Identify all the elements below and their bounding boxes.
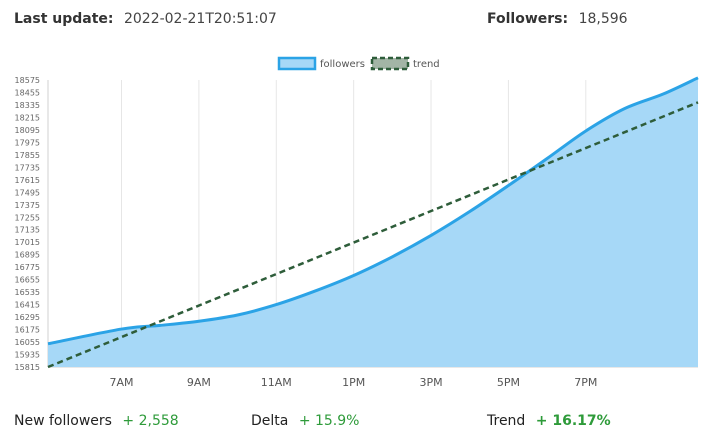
y-tick-label: 18215 [15,113,40,122]
y-tick-label: 17375 [15,201,40,210]
chart-legend[interactable]: followers trend [277,56,440,71]
x-tick-label: 3PM [419,376,442,389]
y-tick-label: 16895 [15,251,40,260]
followers-chart: followers trend 15815 15935 16055 16175 16295… [15,56,699,389]
y-tick-label: 17135 [15,226,40,235]
x-tick-label: 11AM [261,376,292,389]
y-tick-label: 17855 [15,151,40,160]
trend-stat: Trend + 16.17% [487,410,611,432]
y-tick-label: 15815 [15,363,40,372]
new-followers-label: New followers [14,413,112,429]
followers-line [47,76,699,346]
x-tick-label: 5PM [497,376,520,389]
y-tick-label: 16415 [15,301,40,310]
y-tick-label: 16655 [15,276,40,285]
y-tick-label: 16775 [15,263,40,272]
header-bar: Last update: 2022-02-21T20:51:07 Followe… [14,8,695,30]
y-tick-label: 16535 [15,288,40,297]
delta-label: Delta [251,413,289,429]
y-tick-label: 18575 [15,76,40,85]
x-tick-label: 1PM [342,376,365,389]
delta-stat: Delta + 15.9% [251,410,359,432]
x-tick-label: 7PM [574,376,597,389]
y-tick-label: 18455 [15,88,40,97]
legend-trend-swatch [370,56,410,71]
last-update: Last update: 2022-02-21T20:51:07 [14,8,277,30]
x-axis: 7AM 9AM 11AM 1PM 3PM 5PM 7PM [110,376,598,389]
trend-line [47,101,699,369]
y-tick-label: 17255 [15,213,40,222]
y-tick-label: 18095 [15,126,40,135]
stats-bar: New followers + 2,558 Delta + 15.9% Tren… [14,410,695,432]
delta-value: + 15.9% [298,413,360,429]
y-tick-label: 16175 [15,326,40,335]
trend-label: Trend [487,413,526,429]
new-followers-value: + 2,558 [122,413,179,429]
y-tick-label: 17015 [15,238,40,247]
followers-total-label: Followers: [487,11,569,27]
followers-area [48,77,698,367]
y-tick-label: 18335 [15,101,40,110]
y-tick-label: 15935 [15,351,40,360]
y-tick-label: 17615 [15,176,40,185]
legend-followers-label: followers [320,59,365,70]
last-update-value: 2022-02-21T20:51:07 [123,11,277,27]
followers-total-value: 18,596 [578,11,628,27]
x-tick-label: 7AM [110,376,134,389]
legend-trend-label: trend [413,59,440,70]
x-tick-label: 9AM [187,376,211,389]
last-update-label: Last update: [14,11,114,27]
y-tick-label: 17735 [15,163,40,172]
y-tick-label: 16295 [15,313,40,322]
followers-total: Followers: 18,596 [487,8,628,30]
chart-series [47,76,699,369]
y-tick-label: 16055 [15,338,40,347]
y-tick-label: 17975 [15,138,40,147]
y-tick-label: 17495 [15,188,40,197]
y-axis: 15815 15935 16055 16175 16295 16415 16535 16655… [15,76,40,372]
trend-value: + 16.17% [535,413,611,429]
new-followers-stat: New followers + 2,558 [14,410,179,432]
legend-followers-swatch [277,56,317,71]
